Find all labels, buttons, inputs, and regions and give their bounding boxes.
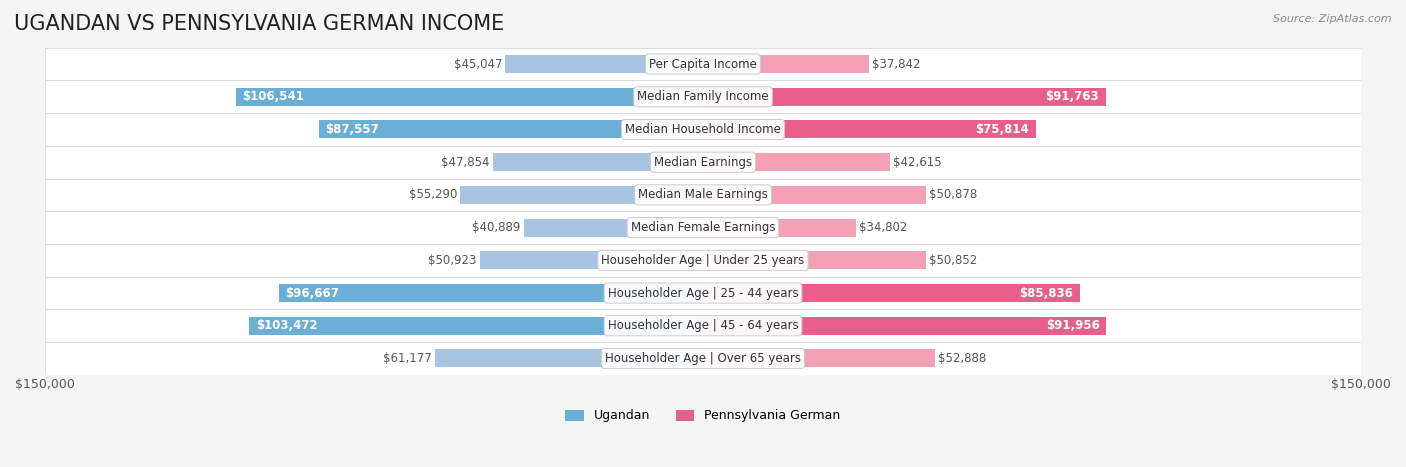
Bar <box>703 153 890 171</box>
Text: $103,472: $103,472 <box>256 319 318 333</box>
FancyBboxPatch shape <box>45 277 1361 310</box>
Text: $55,290: $55,290 <box>409 188 457 201</box>
Text: Median Earnings: Median Earnings <box>654 156 752 169</box>
Bar <box>434 349 703 368</box>
Bar <box>460 186 703 204</box>
FancyBboxPatch shape <box>45 211 1361 244</box>
Text: $91,956: $91,956 <box>1046 319 1099 333</box>
Bar <box>494 153 703 171</box>
Bar <box>703 219 856 237</box>
Text: Source: ZipAtlas.com: Source: ZipAtlas.com <box>1274 14 1392 24</box>
FancyBboxPatch shape <box>45 146 1361 178</box>
Text: $61,177: $61,177 <box>382 352 432 365</box>
Text: $87,557: $87,557 <box>325 123 380 136</box>
Bar <box>45 310 1361 342</box>
FancyBboxPatch shape <box>45 48 1361 80</box>
Text: Median Female Earnings: Median Female Earnings <box>631 221 775 234</box>
Bar <box>703 120 1036 139</box>
Text: $75,814: $75,814 <box>976 123 1029 136</box>
Bar <box>236 88 703 106</box>
Text: $106,541: $106,541 <box>242 90 304 103</box>
Bar <box>45 277 1361 310</box>
Bar <box>45 178 1361 211</box>
Text: Median Male Earnings: Median Male Earnings <box>638 188 768 201</box>
Bar <box>703 284 1080 302</box>
Text: $50,852: $50,852 <box>929 254 977 267</box>
Text: $37,842: $37,842 <box>872 57 921 71</box>
FancyBboxPatch shape <box>45 178 1361 211</box>
Bar <box>703 186 927 204</box>
Bar <box>45 113 1361 146</box>
Text: $50,878: $50,878 <box>929 188 977 201</box>
Bar <box>703 251 927 269</box>
Text: $96,667: $96,667 <box>285 287 339 299</box>
Text: Householder Age | Under 25 years: Householder Age | Under 25 years <box>602 254 804 267</box>
Bar <box>278 284 703 302</box>
Text: Per Capita Income: Per Capita Income <box>650 57 756 71</box>
Bar <box>45 211 1361 244</box>
Bar <box>45 342 1361 375</box>
Text: Householder Age | 25 - 44 years: Householder Age | 25 - 44 years <box>607 287 799 299</box>
FancyBboxPatch shape <box>45 80 1361 113</box>
Text: Householder Age | Over 65 years: Householder Age | Over 65 years <box>605 352 801 365</box>
Bar <box>45 48 1361 80</box>
Bar <box>45 244 1361 277</box>
Text: UGANDAN VS PENNSYLVANIA GERMAN INCOME: UGANDAN VS PENNSYLVANIA GERMAN INCOME <box>14 14 505 34</box>
Bar <box>523 219 703 237</box>
Legend: Ugandan, Pennsylvania German: Ugandan, Pennsylvania German <box>561 404 845 427</box>
Bar <box>703 88 1105 106</box>
Text: $52,888: $52,888 <box>938 352 987 365</box>
Bar <box>319 120 703 139</box>
Bar <box>45 80 1361 113</box>
Bar <box>703 317 1107 335</box>
Text: Householder Age | 45 - 64 years: Householder Age | 45 - 64 years <box>607 319 799 333</box>
Text: $85,836: $85,836 <box>1019 287 1073 299</box>
Bar <box>249 317 703 335</box>
Text: $34,802: $34,802 <box>859 221 907 234</box>
Text: Median Family Income: Median Family Income <box>637 90 769 103</box>
Bar <box>45 146 1361 178</box>
Text: $91,763: $91,763 <box>1046 90 1099 103</box>
Bar <box>479 251 703 269</box>
Text: Median Household Income: Median Household Income <box>626 123 780 136</box>
Text: $45,047: $45,047 <box>454 57 502 71</box>
Bar <box>703 55 869 73</box>
Text: $50,923: $50,923 <box>427 254 477 267</box>
FancyBboxPatch shape <box>45 244 1361 277</box>
FancyBboxPatch shape <box>45 113 1361 146</box>
FancyBboxPatch shape <box>45 310 1361 342</box>
Text: $47,854: $47,854 <box>441 156 489 169</box>
Text: $42,615: $42,615 <box>893 156 942 169</box>
FancyBboxPatch shape <box>45 342 1361 375</box>
Text: $40,889: $40,889 <box>472 221 520 234</box>
Bar <box>505 55 703 73</box>
Bar <box>703 349 935 368</box>
